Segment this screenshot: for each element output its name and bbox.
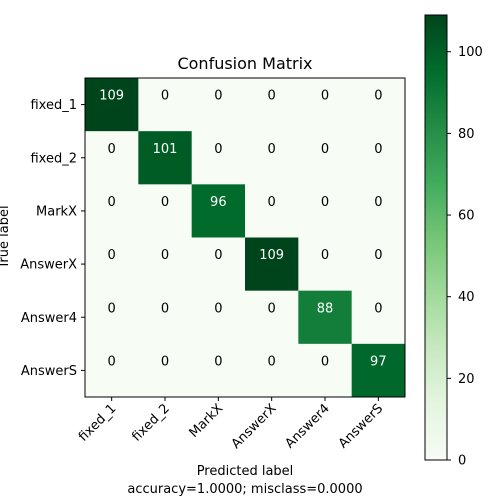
colorbar-tick-label: 0 xyxy=(458,454,466,469)
y-tick-label: fixed_1 xyxy=(30,98,77,113)
cell-value-label: 0 xyxy=(161,195,169,210)
heatmap-cell xyxy=(245,131,299,185)
heatmap-cell xyxy=(245,78,299,132)
heatmap-cell xyxy=(191,184,246,238)
colorbar-tick-label: 40 xyxy=(458,290,475,305)
plot-frame xyxy=(84,77,406,398)
cell-value-label: 0 xyxy=(268,354,276,369)
cell-value-label: 0 xyxy=(374,248,382,263)
y-tick-label: AnswerS xyxy=(21,364,77,379)
cell-value-label: 109 xyxy=(259,248,284,263)
heatmap-cell xyxy=(191,290,246,345)
accuracy-footer: accuracy=1.0000; misclass=0.0000 xyxy=(127,482,362,497)
cell-value-label: 0 xyxy=(214,248,222,263)
colorbar-tick-label: 80 xyxy=(458,127,475,142)
y-axis-ticks: fixed_1 fixed_2 MarkX AnswerX Answer4 AnswerS xyxy=(20,98,85,379)
heatmap-cell xyxy=(298,78,353,132)
heatmap-cell xyxy=(351,237,406,292)
cell-value-label: 101 xyxy=(153,142,178,157)
cell-value-label: 0 xyxy=(374,301,382,316)
heatmap-cell xyxy=(351,78,406,132)
cell-value-label: 0 xyxy=(321,195,329,210)
cell-value-label: 0 xyxy=(108,248,116,263)
heatmap-cells xyxy=(85,78,406,398)
heatmap-cell xyxy=(245,290,299,345)
heatmap-cell xyxy=(298,237,353,292)
heatmap-cell xyxy=(138,184,193,238)
cell-value-label: 0 xyxy=(321,354,329,369)
heatmap-cell xyxy=(138,237,193,292)
heatmap-cell xyxy=(85,184,139,238)
cell-value-label: 0 xyxy=(268,301,276,316)
cell-value-label: 88 xyxy=(317,301,334,316)
heatmap-cell xyxy=(191,343,246,398)
y-tick-label: fixed_2 xyxy=(30,151,77,166)
cell-value-label: 0 xyxy=(374,89,382,104)
heatmap-cell xyxy=(351,343,406,398)
cell-value-label: 0 xyxy=(161,89,169,104)
heatmap-cell xyxy=(191,237,246,292)
cell-value-label: 0 xyxy=(108,142,116,157)
heatmap-cell xyxy=(298,184,353,238)
cell-value-label: 0 xyxy=(214,354,222,369)
y-axis-label: True label xyxy=(0,205,12,269)
cell-value-label: 0 xyxy=(214,301,222,316)
x-axis-label: Predicted label xyxy=(197,464,294,479)
heatmap-cell xyxy=(245,237,299,292)
cell-value-label: 0 xyxy=(268,89,276,104)
heatmap-cell xyxy=(85,290,139,345)
y-tick-label: AnswerX xyxy=(20,258,77,273)
cell-value-label: 0 xyxy=(161,354,169,369)
heatmap-cell xyxy=(351,290,406,345)
colorbar-tick-label: 100 xyxy=(458,45,483,60)
cell-value-label: 97 xyxy=(370,354,387,369)
cell-value-label: 0 xyxy=(374,142,382,157)
heatmap-cell xyxy=(138,78,193,132)
y-tick-label: MarkX xyxy=(36,204,77,219)
cell-value-label: 0 xyxy=(214,89,222,104)
heatmap-cell xyxy=(298,131,353,185)
colorbar xyxy=(424,14,448,461)
heatmap-cell-labels: 109 0 0 0 0 0 0 101 0 0 0 0 0 0 96 0 0 0 0 0 0 109 0 0 0 0 0 0 88 0 0 0… xyxy=(99,89,386,370)
heatmap-cell xyxy=(191,131,246,185)
heatmap-cell xyxy=(298,343,353,398)
cell-value-label: 0 xyxy=(214,142,222,157)
cell-value-label: 0 xyxy=(268,195,276,210)
cell-value-label: 0 xyxy=(161,301,169,316)
chart-title: Confusion Matrix xyxy=(177,54,312,73)
cell-value-label: 0 xyxy=(321,248,329,263)
heatmap-cell xyxy=(138,131,193,185)
heatmap-cell xyxy=(85,237,139,292)
cell-value-label: 96 xyxy=(210,195,227,210)
cell-value-label: 0 xyxy=(108,354,116,369)
cell-value-label: 0 xyxy=(161,248,169,263)
cell-value-label: 0 xyxy=(268,142,276,157)
heatmap-cell xyxy=(191,78,246,132)
heatmap-cell xyxy=(85,343,139,398)
heatmap-cell xyxy=(245,343,299,398)
colorbar-ticks: 0 20 40 60 80 100 xyxy=(447,45,483,469)
colorbar-tick-label: 60 xyxy=(458,209,475,224)
heatmap-cell xyxy=(85,78,139,132)
cell-value-label: 0 xyxy=(374,195,382,210)
colorbar-tick-label: 20 xyxy=(458,372,475,387)
heatmap-cell xyxy=(85,131,139,185)
heatmap-cell xyxy=(351,131,406,185)
cell-value-label: 0 xyxy=(321,89,329,104)
cell-value-label: 0 xyxy=(108,301,116,316)
heatmap-cell xyxy=(298,290,353,345)
heatmap-cell xyxy=(138,290,193,345)
cell-value-label: 109 xyxy=(99,89,124,104)
y-tick-label: Answer4 xyxy=(21,311,77,326)
heatmap-cell xyxy=(138,343,193,398)
cell-value-label: 0 xyxy=(321,142,329,157)
heatmap-cell xyxy=(245,184,299,238)
heatmap-cell xyxy=(351,184,406,238)
cell-value-label: 0 xyxy=(108,195,116,210)
